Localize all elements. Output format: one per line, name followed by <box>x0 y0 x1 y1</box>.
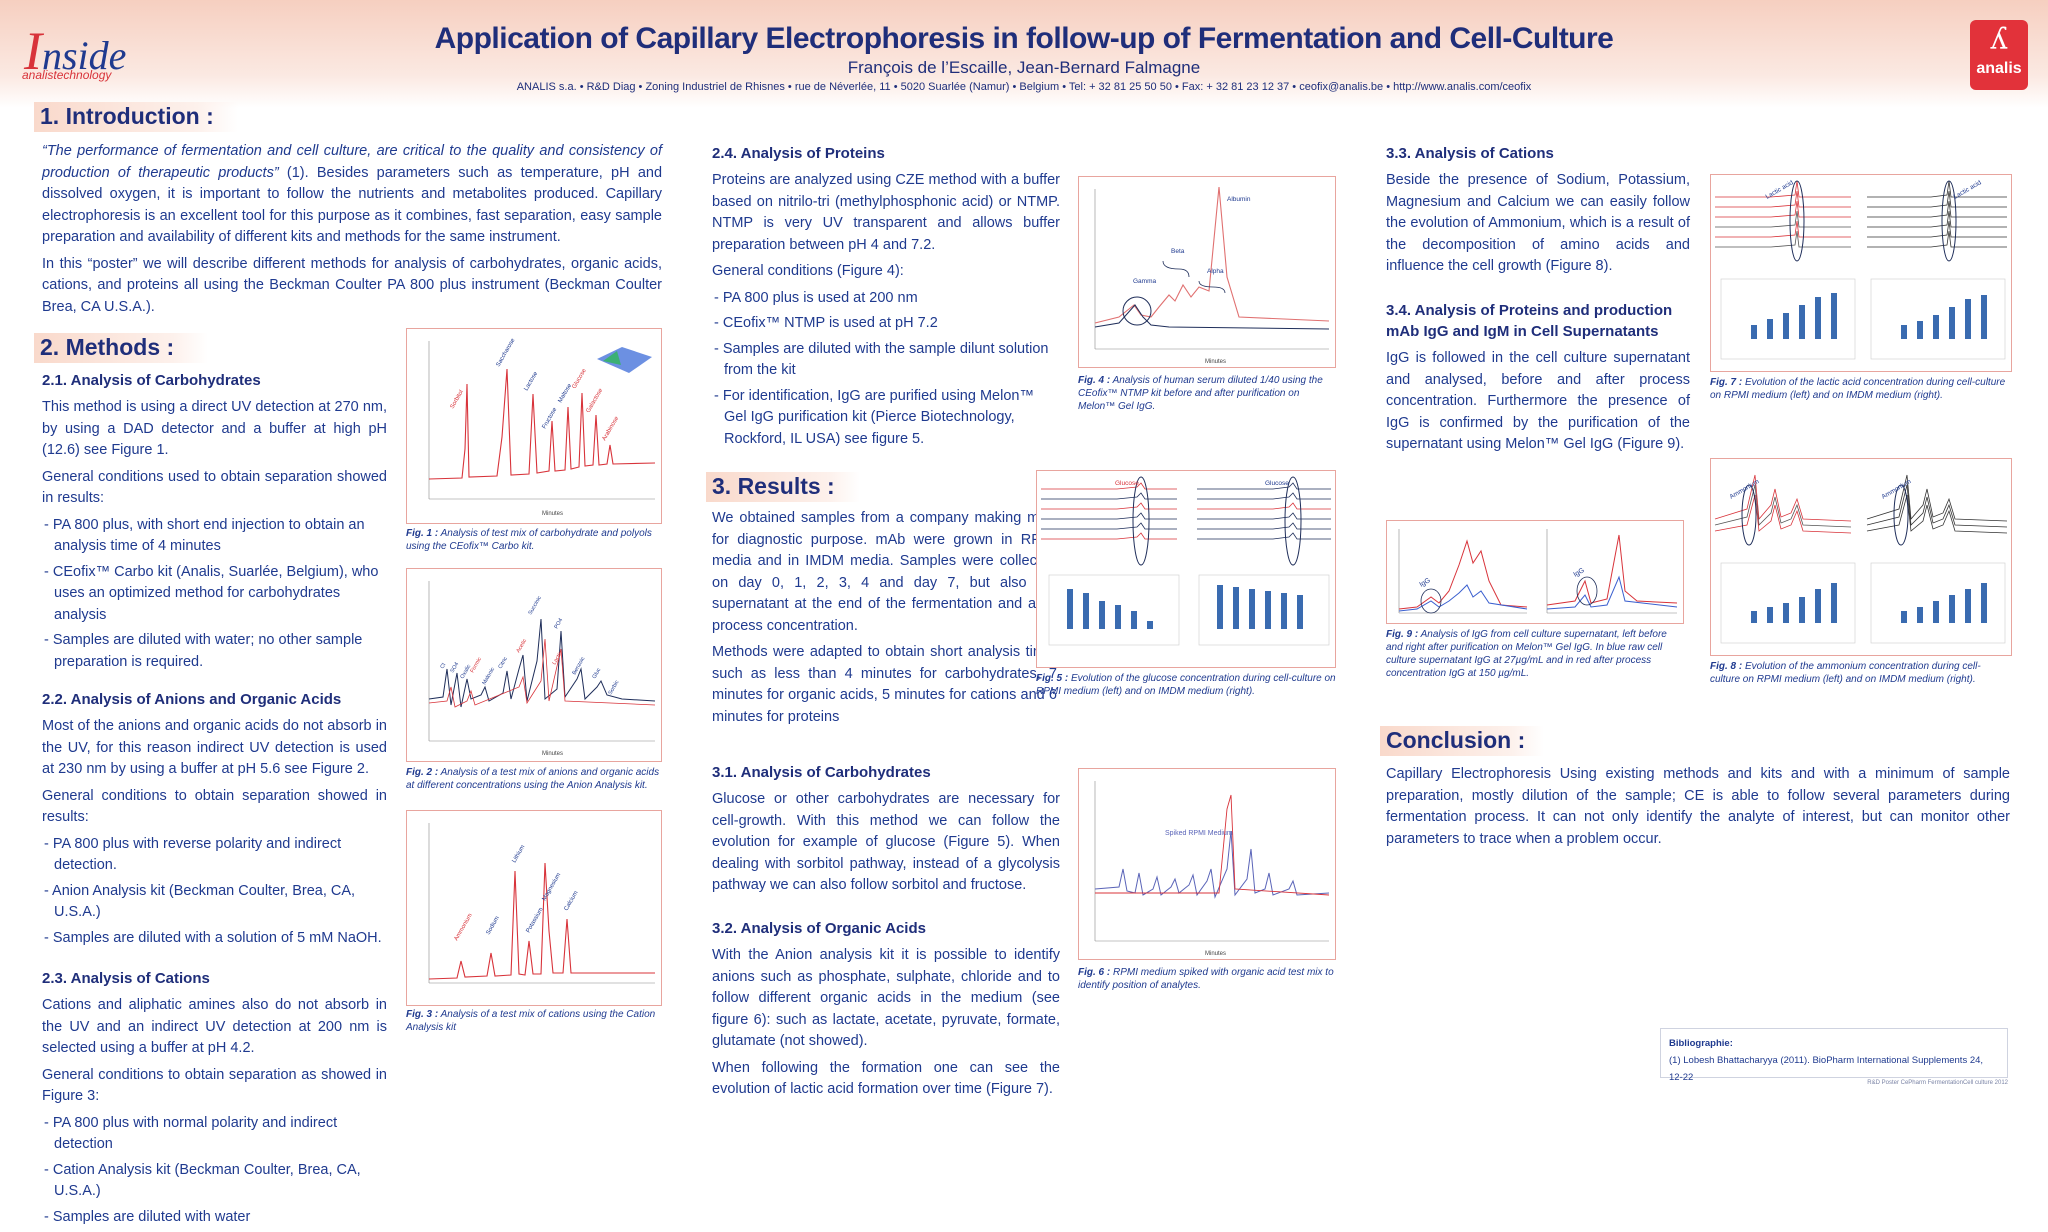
fig2-axis-label: Minutes <box>542 751 563 757</box>
inside-logo: Inside analistechnology <box>22 21 127 82</box>
protein-results-text: IgG is followed in the cell culture supe… <box>1386 350 1690 452</box>
figure-2-chart: Cl SO4 Oxalic Formic Malonic Citric Succ… <box>406 568 662 762</box>
figure-9-caption: Fig. 9 : Analysis of IgG from cell cultu… <box>1386 629 1667 679</box>
fig7-peak-label: Lactic acid <box>1765 179 1795 201</box>
fig4-peak-label: Alpha <box>1207 268 1224 275</box>
fig2-peak-label: PO4 <box>554 617 565 630</box>
fig1-peak-label: Arabinose <box>602 415 621 442</box>
figure-2-caption: Fig. 2 : Analysis of a test mix of anion… <box>406 767 660 791</box>
address-line: ANALIS s.a. • R&D Diag • Zoning Industri… <box>516 81 1532 93</box>
figure-5-caption: Fig. 5 : Evolution of the glucose concen… <box>1036 673 1336 697</box>
fig3-peak-label: Lithium <box>512 844 527 864</box>
fig6-inner-label: Spiked RPMI Medium <box>1165 830 1233 837</box>
fig2-peak-label: Citric <box>498 656 510 670</box>
results-text: We obtained samples from a company makin… <box>712 510 1057 725</box>
conclusion-heading: Conclusion : <box>1380 726 1544 756</box>
fig1-peak-label: Glucose <box>572 367 589 390</box>
carb-method-title: 2.1. Analysis of Carbohydrates <box>42 372 261 389</box>
protein-method-title: 2.4. Analysis of Proteins <box>712 145 885 162</box>
figure-6-caption: Fig. 6 : RPMI medium spiked with organic… <box>1078 967 1334 991</box>
figure-7-caption: Fig. 7 : Evolution of the lactic acid co… <box>1710 377 2006 401</box>
fig4-peak-label: Beta <box>1171 248 1185 255</box>
cation-method-title: 2.3. Analysis of Cations <box>42 970 210 987</box>
fig6-axis-label: Minutes <box>1205 951 1226 957</box>
cation-results-title: 3.3. Analysis of Cations <box>1386 145 1554 162</box>
intro-text: “The performance of fermentation and cel… <box>42 143 663 315</box>
fig4-peak-label: Gamma <box>1133 278 1157 285</box>
methods-heading: 2. Methods : <box>34 333 208 363</box>
figure-1-caption: Fig. 1 : Analysis of test mix of carbohy… <box>406 528 652 552</box>
fig1-peak-label: Sorbitol <box>450 389 465 410</box>
fig1-axis-label: Minutes <box>542 511 563 517</box>
intro-heading: 1. Introduction : <box>34 102 238 132</box>
carb-results-title: 3.1. Analysis of Carbohydrates <box>712 764 931 781</box>
analis-logo: ʎ analis <box>1970 20 2028 90</box>
carb-results-text: Glucose or other carbohydrates are neces… <box>712 791 1060 893</box>
fig2-peak-label: Cl <box>440 662 448 670</box>
fig2-peak-label: Formic <box>470 656 484 674</box>
header-band <box>0 0 2048 108</box>
cation-method-text: Cations and aliphatic amines also do not… <box>42 997 387 1225</box>
anion-method-text: Most of the anions and organic acids do … <box>42 718 387 946</box>
carb-method-text: This method is using a direct UV detecti… <box>42 399 387 670</box>
figure-7-chart: Lactic acid Lactic acid <box>1710 174 2012 372</box>
figure-5-chart: Glucose Glucose <box>1036 470 1336 668</box>
fig2-peak-label: Succinic <box>528 595 544 616</box>
fig3-peak-label: Sodium <box>486 915 501 936</box>
fig1-peak-label: Fructose <box>542 406 559 430</box>
fig1-peak-label: Saccharose <box>496 337 517 368</box>
fig2-peak-label: SO4 <box>450 661 461 674</box>
acid-results-title: 3.2. Analysis of Organic Acids <box>712 920 926 937</box>
bibliography-box: Bibliographie: (1) Lobesh Bhattacharyya … <box>1660 1028 2008 1083</box>
footer-note: R&D Poster CePharm FermentationCell cult… <box>1867 1080 2008 1086</box>
figure-8-caption: Fig. 8 : Evolution of the ammonium conce… <box>1710 661 1981 685</box>
fig2-peak-label: Sorbic <box>608 679 621 696</box>
fig4-peak-label: Albumin <box>1227 196 1251 203</box>
fig4-axis-label: Minutes <box>1205 359 1226 365</box>
protein-method-text: Proteins are analyzed using CZE method w… <box>712 172 1060 447</box>
fig2-peak-label: Acetic <box>516 638 529 654</box>
acid-results-text: With the Anion analysis kit it is possib… <box>712 947 1060 1097</box>
figure-8-chart: Ammonium Ammonium <box>1710 458 2012 656</box>
fig1-peak-label: Maltose <box>558 382 574 404</box>
fig9-peak-label: IgG <box>1419 577 1432 589</box>
fig9-peak-label: IgG <box>1573 567 1586 579</box>
figure-6-chart: Spiked RPMI Medium Minutes <box>1078 768 1336 960</box>
fig2-peak-label: Gluc <box>592 667 603 680</box>
fig7-peak-label: Lactic acid <box>1953 179 1983 201</box>
figure-4-chart: Albumin Beta Alpha Gamma Minutes <box>1078 176 1336 368</box>
fig3-peak-label: Calcium <box>564 890 580 912</box>
figure-3-caption: Fig. 3 : Analysis of a test mix of catio… <box>406 1009 656 1033</box>
figure-1-chart: Sorbitol Saccharose Lactose Fructose Mal… <box>406 328 662 524</box>
results-heading: 3. Results : <box>706 472 860 502</box>
fig3-peak-label: Ammonium <box>454 913 474 942</box>
anion-method-title: 2.2. Analysis of Anions and Organic Acid… <box>42 691 342 708</box>
conclusion-text: Capillary Electrophoresis Using existing… <box>1386 766 2010 847</box>
figure-3-chart: Ammonium Sodium Lithium Potassium Magnes… <box>406 810 662 1006</box>
cation-results-text: Beside the presence of Sodium, Potassium… <box>1386 172 1690 274</box>
figure-9-chart: IgG IgG <box>1386 520 1684 624</box>
fig3-peak-label: Potassium <box>526 907 545 934</box>
fig2-peak-label: Malonic <box>482 666 497 686</box>
fig5-peak-label: Glucose <box>1115 480 1139 487</box>
figure-4-caption: Fig. 4 : Analysis of human serum diluted… <box>1078 375 1323 412</box>
authors: François de l’Escaille, Jean-Bernard Fal… <box>847 58 1201 77</box>
fig5-peak-label: Glucose <box>1265 480 1289 487</box>
poster-title: Application of Capillary Electrophoresis… <box>434 22 1614 55</box>
fig1-peak-label: Galactose <box>586 387 605 414</box>
fig1-peak-label: Lactose <box>524 370 540 392</box>
protein-results-title: 3.4. Analysis of Proteins and production… <box>1386 302 1673 340</box>
